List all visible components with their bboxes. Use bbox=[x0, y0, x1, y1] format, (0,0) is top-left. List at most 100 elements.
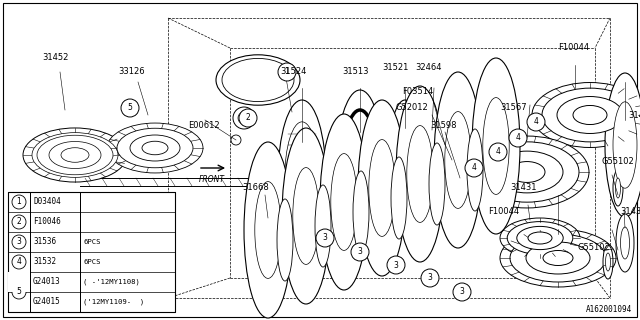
Text: D03404: D03404 bbox=[33, 197, 61, 206]
Circle shape bbox=[351, 243, 369, 261]
Text: 5: 5 bbox=[17, 287, 21, 297]
Text: G24015: G24015 bbox=[33, 298, 61, 307]
Circle shape bbox=[453, 283, 471, 301]
Text: G55102: G55102 bbox=[602, 157, 635, 166]
Ellipse shape bbox=[285, 122, 319, 234]
Circle shape bbox=[527, 113, 545, 131]
Circle shape bbox=[12, 215, 26, 229]
Ellipse shape bbox=[445, 112, 471, 208]
Circle shape bbox=[465, 159, 483, 177]
Ellipse shape bbox=[344, 116, 376, 224]
Ellipse shape bbox=[605, 253, 611, 271]
Ellipse shape bbox=[407, 125, 433, 222]
Text: 3: 3 bbox=[428, 274, 433, 283]
Ellipse shape bbox=[465, 136, 589, 208]
Ellipse shape bbox=[491, 151, 563, 193]
Ellipse shape bbox=[616, 178, 621, 198]
Ellipse shape bbox=[222, 58, 294, 102]
Ellipse shape bbox=[451, 169, 461, 195]
Ellipse shape bbox=[255, 181, 281, 278]
Text: FRONT: FRONT bbox=[199, 175, 225, 184]
Ellipse shape bbox=[500, 229, 616, 287]
Bar bbox=[8, 272, 30, 292]
Text: 31524: 31524 bbox=[280, 68, 307, 76]
Ellipse shape bbox=[543, 251, 573, 266]
Ellipse shape bbox=[278, 100, 326, 256]
Ellipse shape bbox=[336, 90, 384, 250]
Ellipse shape bbox=[320, 114, 368, 290]
Ellipse shape bbox=[107, 123, 203, 173]
Circle shape bbox=[278, 63, 296, 81]
Text: 4: 4 bbox=[516, 133, 520, 142]
Text: A162001094: A162001094 bbox=[586, 306, 632, 315]
Ellipse shape bbox=[425, 128, 439, 178]
Ellipse shape bbox=[603, 245, 613, 279]
Ellipse shape bbox=[507, 221, 573, 254]
Text: 31431: 31431 bbox=[510, 183, 536, 193]
Ellipse shape bbox=[528, 232, 552, 244]
Text: F10044: F10044 bbox=[558, 44, 589, 52]
Text: 1: 1 bbox=[285, 68, 289, 76]
Text: 5: 5 bbox=[127, 103, 132, 113]
Text: E00612: E00612 bbox=[188, 121, 220, 130]
Ellipse shape bbox=[37, 135, 113, 175]
Text: 31532: 31532 bbox=[33, 258, 56, 267]
Circle shape bbox=[239, 109, 257, 127]
Text: 6PCS: 6PCS bbox=[83, 239, 100, 245]
Ellipse shape bbox=[454, 175, 458, 189]
Ellipse shape bbox=[358, 100, 406, 276]
Text: 31567: 31567 bbox=[500, 103, 527, 113]
Ellipse shape bbox=[315, 185, 331, 267]
Text: 4: 4 bbox=[17, 258, 21, 267]
Text: 4: 4 bbox=[495, 148, 500, 156]
Ellipse shape bbox=[500, 218, 580, 258]
Text: 3: 3 bbox=[17, 237, 21, 246]
Ellipse shape bbox=[429, 143, 445, 225]
Circle shape bbox=[489, 143, 507, 161]
Ellipse shape bbox=[510, 234, 606, 282]
Ellipse shape bbox=[542, 88, 638, 142]
Bar bbox=[8, 192, 175, 312]
Circle shape bbox=[233, 107, 255, 129]
Ellipse shape bbox=[557, 97, 623, 133]
Ellipse shape bbox=[394, 124, 415, 200]
Ellipse shape bbox=[142, 141, 168, 155]
Text: F03514: F03514 bbox=[402, 87, 433, 97]
Ellipse shape bbox=[613, 102, 637, 188]
Ellipse shape bbox=[573, 106, 607, 124]
Ellipse shape bbox=[277, 199, 293, 281]
Ellipse shape bbox=[342, 110, 378, 230]
Ellipse shape bbox=[458, 193, 466, 203]
Text: 3: 3 bbox=[358, 247, 362, 257]
Text: 31452: 31452 bbox=[42, 53, 68, 62]
Ellipse shape bbox=[517, 227, 563, 250]
Text: 31460: 31460 bbox=[628, 110, 640, 119]
Ellipse shape bbox=[483, 98, 509, 194]
Text: 31436: 31436 bbox=[620, 207, 640, 217]
Circle shape bbox=[238, 112, 250, 124]
Ellipse shape bbox=[369, 140, 396, 236]
Circle shape bbox=[12, 285, 26, 299]
Ellipse shape bbox=[391, 157, 407, 239]
Text: 4: 4 bbox=[534, 117, 538, 126]
Ellipse shape bbox=[353, 171, 369, 253]
Ellipse shape bbox=[526, 242, 590, 274]
Circle shape bbox=[12, 195, 26, 209]
Circle shape bbox=[421, 269, 439, 287]
Ellipse shape bbox=[509, 162, 545, 182]
Text: 31536: 31536 bbox=[33, 237, 56, 246]
Ellipse shape bbox=[61, 148, 89, 162]
Text: 33126: 33126 bbox=[118, 68, 145, 76]
Circle shape bbox=[12, 235, 26, 249]
Text: 31668: 31668 bbox=[242, 183, 269, 193]
Ellipse shape bbox=[396, 86, 444, 262]
Ellipse shape bbox=[420, 111, 444, 195]
Text: ( -'12MY1108): ( -'12MY1108) bbox=[83, 279, 140, 285]
Text: 2: 2 bbox=[246, 114, 250, 123]
Text: 32464: 32464 bbox=[415, 63, 442, 73]
Ellipse shape bbox=[293, 168, 319, 264]
Circle shape bbox=[231, 135, 241, 145]
Ellipse shape bbox=[331, 154, 357, 250]
Ellipse shape bbox=[244, 142, 292, 318]
Text: 3: 3 bbox=[394, 260, 399, 269]
